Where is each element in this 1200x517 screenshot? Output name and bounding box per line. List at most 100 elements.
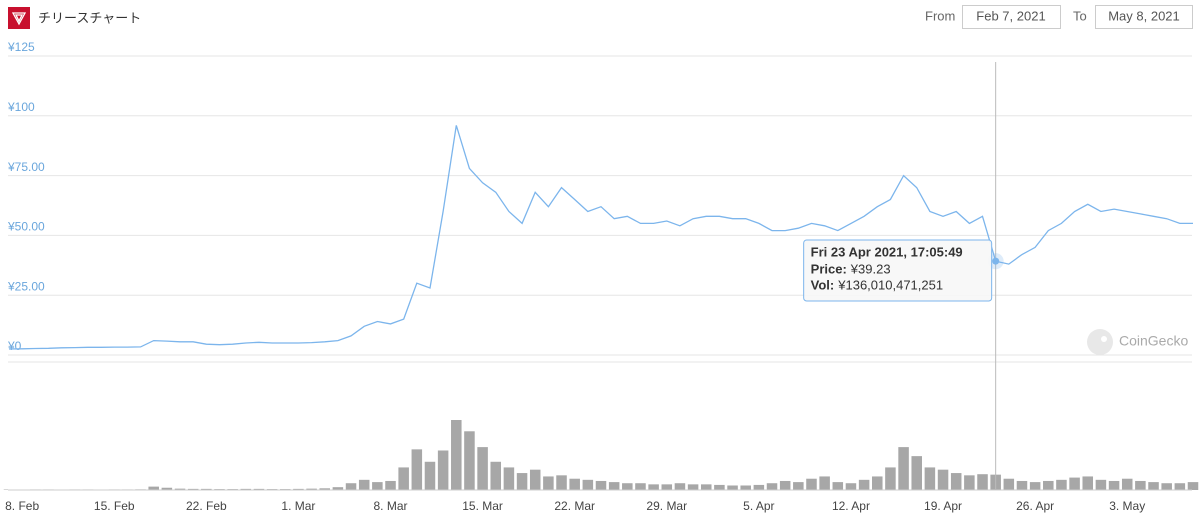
volume-bar xyxy=(911,456,922,490)
volume-bar xyxy=(937,469,949,490)
volume-bar xyxy=(872,476,883,490)
tooltip-label: Vol: xyxy=(811,277,835,292)
to-date: May 8, 2021 xyxy=(1108,8,1180,23)
volume-bar xyxy=(1069,477,1080,490)
volume-bar xyxy=(635,483,646,490)
volume-bar xyxy=(964,475,975,490)
x-tick-label: 1. Mar xyxy=(281,499,315,513)
tooltip xyxy=(803,239,993,302)
to-input[interactable] xyxy=(1095,5,1193,29)
volume-bar xyxy=(674,483,686,490)
volume-bar xyxy=(1108,480,1120,490)
volume-bar xyxy=(687,484,699,490)
volume-bar xyxy=(622,483,633,490)
volume-bar xyxy=(543,476,554,490)
volume-bar xyxy=(424,461,436,490)
volume-bar xyxy=(700,484,712,490)
y-tick-label: ¥0 xyxy=(7,339,22,353)
volume-bar xyxy=(1121,478,1133,490)
volume-bar xyxy=(319,488,330,490)
volume-bar xyxy=(819,476,830,490)
volume-bar xyxy=(293,488,304,490)
volume-bar xyxy=(1016,480,1028,490)
volume-bar xyxy=(1029,482,1041,490)
page-title: チリースチャート xyxy=(38,10,141,25)
volume-bar xyxy=(845,483,857,490)
volume-bar xyxy=(1003,478,1015,490)
x-tick-label: 26. Apr xyxy=(1016,499,1054,513)
volume-bar xyxy=(345,483,357,490)
volume-bar xyxy=(727,485,738,490)
x-tick-label: 8. Mar xyxy=(374,499,408,513)
x-tick-label: 22. Mar xyxy=(554,499,595,513)
from-date: Feb 7, 2021 xyxy=(976,8,1045,23)
volume-bar xyxy=(174,488,186,490)
volume-bar xyxy=(740,485,751,490)
volume-bar xyxy=(661,484,673,490)
y-tick-label: ¥75.00 xyxy=(7,160,45,174)
volume-bar xyxy=(253,488,265,490)
volume-bar xyxy=(1056,479,1067,490)
tooltip-value: ¥136,010,471,251 xyxy=(837,277,943,292)
volume-bar xyxy=(858,479,870,490)
volume-bar xyxy=(477,447,488,490)
volume-bar xyxy=(1148,482,1159,490)
brand-logo xyxy=(1087,329,1113,355)
volume-bar xyxy=(1187,482,1199,490)
volume-bar xyxy=(950,473,962,490)
x-tick-label: 29. Mar xyxy=(646,499,687,513)
price-line xyxy=(8,125,1193,350)
volume-bar xyxy=(161,487,173,490)
volume-bar xyxy=(648,484,659,490)
volume-bar xyxy=(464,431,475,490)
volume-bar xyxy=(806,478,817,490)
volume-bar xyxy=(332,487,344,490)
brand-logo-eye xyxy=(1101,336,1107,342)
from-input[interactable] xyxy=(962,5,1061,29)
volume-bar xyxy=(1135,480,1146,490)
logo xyxy=(8,7,30,29)
volume-bar xyxy=(582,479,594,490)
volume-bar xyxy=(595,480,607,490)
hover-point xyxy=(992,257,1000,265)
y-tick-label: ¥50.00 xyxy=(7,220,45,234)
x-tick-label: 5. Apr xyxy=(743,499,774,513)
volume-bar xyxy=(529,469,541,490)
volume-bar xyxy=(1095,479,1107,490)
x-tick-label: 8. Feb xyxy=(5,499,39,513)
x-tick-label: 15. Feb xyxy=(94,499,135,513)
volume-bar xyxy=(924,467,936,490)
volume-bar xyxy=(411,449,423,490)
volume-bar xyxy=(201,488,212,490)
to-label: To xyxy=(1073,8,1087,23)
volume-bar xyxy=(898,447,909,490)
volume-bar xyxy=(437,450,449,490)
volume-bar xyxy=(148,486,159,490)
volume-bar xyxy=(1043,480,1054,490)
volume-bar xyxy=(1161,483,1172,490)
volume-bar xyxy=(1082,476,1094,490)
volume-bar xyxy=(516,473,528,490)
x-tick-label: 22. Feb xyxy=(186,499,227,513)
volume-bar xyxy=(608,482,620,490)
volume-bar xyxy=(306,488,317,490)
volume-bar xyxy=(885,467,896,490)
volume-bar xyxy=(385,480,396,490)
x-tick-label: 15. Mar xyxy=(462,499,503,513)
volume-bar xyxy=(240,488,252,490)
x-tick-label: 3. May xyxy=(1109,499,1145,513)
volume-bar xyxy=(372,482,383,490)
brand-name: CoinGecko xyxy=(1119,333,1188,349)
volume-bar xyxy=(779,480,791,490)
volume-bar xyxy=(556,475,567,490)
volume-bar xyxy=(977,474,988,490)
volume-bar xyxy=(569,478,580,490)
volume-bar xyxy=(753,484,765,490)
volume-bar xyxy=(503,467,515,490)
volume-bar xyxy=(714,484,725,490)
y-tick-label: ¥125 xyxy=(7,40,35,54)
volume-bar xyxy=(398,467,409,490)
volume-bar xyxy=(1174,483,1186,490)
x-tick-label: 12. Apr xyxy=(832,499,870,513)
volume-bar xyxy=(451,420,462,490)
